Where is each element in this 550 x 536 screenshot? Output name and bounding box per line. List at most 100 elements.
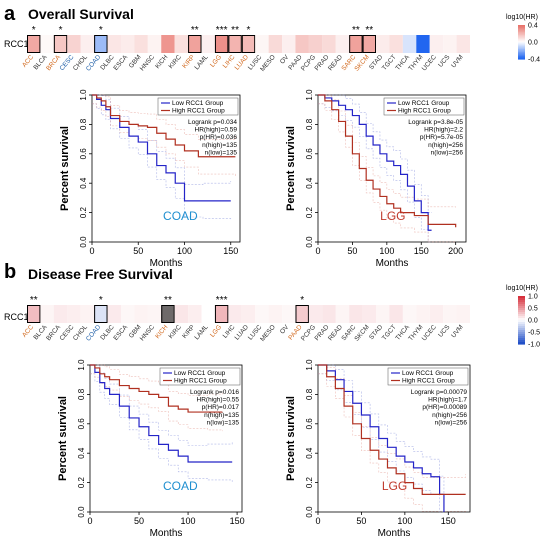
cancer-name-label: COAD <box>163 209 198 223</box>
y-tick-label: 0.6 <box>305 418 314 430</box>
legend-title: log10(HR) <box>506 14 538 21</box>
y-tick-label: 0.2 <box>305 206 314 218</box>
significance-kich: ** <box>164 295 172 306</box>
heatmap-box-kich <box>161 305 175 323</box>
low-group-curve <box>318 94 432 231</box>
km-legend-box <box>383 97 465 116</box>
cancer-label-uvm: UVM <box>450 54 465 70</box>
legend-swatch <box>518 43 525 46</box>
heatmap-cell-acc <box>27 35 41 53</box>
high-group-curve <box>92 94 236 158</box>
legend-swatch <box>518 296 525 299</box>
legend-tick: 1.0 <box>528 294 538 301</box>
heatmap-box-sarc <box>349 35 363 53</box>
legend-swatch <box>518 322 525 325</box>
legend-swatch <box>518 29 525 32</box>
heatmap-cell-blca <box>40 35 54 53</box>
heatmap-cell-prad <box>322 305 336 323</box>
low-group-confidence-band <box>92 94 232 185</box>
heatmap-cell-kirp <box>188 305 202 323</box>
km-stat-line: n(low)=256 <box>435 419 468 426</box>
heatmap-cell-lgg <box>214 305 229 323</box>
legend-swatch <box>518 318 525 321</box>
legend-swatch <box>518 57 525 60</box>
x-tick-label: 150 <box>230 516 245 526</box>
heatmap-cell-stad <box>376 305 390 323</box>
heatmap-cell-ucec <box>429 305 444 323</box>
high-group-curve <box>90 364 223 413</box>
y-tick-label: 0.4 <box>77 447 86 459</box>
cancer-label-kirc: KIRC <box>168 54 184 71</box>
legend-tick: 0.4 <box>528 23 538 30</box>
legend-swatch <box>518 50 525 53</box>
cancer-label-ucs: UCS <box>437 323 452 339</box>
y-axis-label: Percent survival <box>285 126 297 211</box>
x-tick-label: 200 <box>448 246 463 256</box>
panel-b-row-label: RCC1 <box>4 312 29 322</box>
high-group-curve <box>318 364 466 495</box>
km-plot-dfs-lgg: 0 50 100 150 0.0 0.2 0.4 0.6 0.8 1.0 Months Percent… <box>285 359 471 536</box>
km-stat-line: Logrank p=0.016 <box>190 389 239 396</box>
high-group-confidence-band <box>90 373 223 432</box>
heatmap-cell-kirc <box>174 305 189 323</box>
cancer-label-lgg: LGG <box>209 54 223 69</box>
km-plot-dfs-coad: 0 50 100 150 0.0 0.2 0.4 0.6 0.8 1.0 Months Percent… <box>57 359 245 536</box>
legend-swatch <box>518 342 525 345</box>
legend-swatch <box>518 36 525 39</box>
km-legend-box <box>157 97 239 116</box>
x-axis-label: Months <box>150 258 183 269</box>
significance-lgg: *** <box>216 25 228 36</box>
legend-swatch <box>518 44 525 47</box>
km-stat-line: HR(high)=2.2 <box>424 127 463 134</box>
significance-coad: * <box>99 25 103 36</box>
cancer-name-label: LGG <box>380 209 405 223</box>
legend-swatch <box>518 334 525 337</box>
legend-high-label: High RCC1 Group <box>402 378 455 385</box>
cancer-label-ucs: UCS <box>437 53 452 69</box>
low-group-confidence-band <box>318 103 432 243</box>
x-tick-label: 150 <box>414 246 429 256</box>
heatmap-cell-ucs <box>443 305 457 323</box>
heatmap-cell-ucec <box>429 35 444 53</box>
heatmap-cell-thca <box>402 305 417 323</box>
y-tick-label: 0.0 <box>305 506 314 518</box>
y-tick-label: 1.0 <box>79 89 88 101</box>
legend-swatch <box>518 306 525 309</box>
legend-high-label: High RCC1 Group <box>174 378 227 385</box>
cancer-label-coad: COAD <box>85 324 103 343</box>
km-stat-line: n(high)=256 <box>428 142 463 149</box>
legend-low-label: Low RCC1 Group <box>174 370 226 377</box>
heatmap-cell-paad <box>295 35 309 53</box>
km-stat-line: p(HR)=0.036 <box>200 134 238 141</box>
km-plot-os-lgg: 0 50 100 150 200 0.0 0.2 0.4 0.6 0.8 1.0 Months Perc… <box>285 89 467 269</box>
heatmap-box-paad <box>295 305 309 323</box>
y-tick-label: 0.6 <box>77 418 86 430</box>
heatmap-cell-hnsc <box>147 305 162 323</box>
x-axis-label: Months <box>378 528 411 536</box>
heatmap-cell-sarc <box>349 305 363 323</box>
legend-swatch <box>518 324 525 327</box>
km-plot-os-coad: 0 50 100 150 0.0 0.2 0.4 0.6 0.8 1.0 Months Percent… <box>59 89 241 269</box>
x-tick-label: 50 <box>356 516 366 526</box>
heatmap-cell-tgct <box>389 35 403 53</box>
low-group-curve <box>90 364 233 463</box>
legend-swatch <box>518 304 525 307</box>
legend-swatch <box>518 49 525 52</box>
y-tick-label: 0.2 <box>79 206 88 218</box>
y-tick-label: 0.4 <box>305 177 314 189</box>
legend-swatch <box>518 326 525 329</box>
heatmap-box-brca <box>53 35 68 53</box>
legend-swatch <box>518 314 525 317</box>
x-tick-label: 0 <box>315 516 320 526</box>
heatmap-cell-stad <box>376 35 390 53</box>
heatmap-cell-ov <box>282 305 296 323</box>
x-tick-label: 150 <box>441 516 456 526</box>
heatmap-cell-skcm <box>362 35 377 53</box>
y-tick-label: 0.8 <box>305 118 314 130</box>
panel-b-title: Disease Free Survival <box>28 266 173 282</box>
significance-sarc: ** <box>352 25 360 36</box>
legend-tick: -0.5 <box>528 330 540 337</box>
cancer-label-meso: MESO <box>259 324 277 343</box>
legend-swatch <box>518 308 525 311</box>
